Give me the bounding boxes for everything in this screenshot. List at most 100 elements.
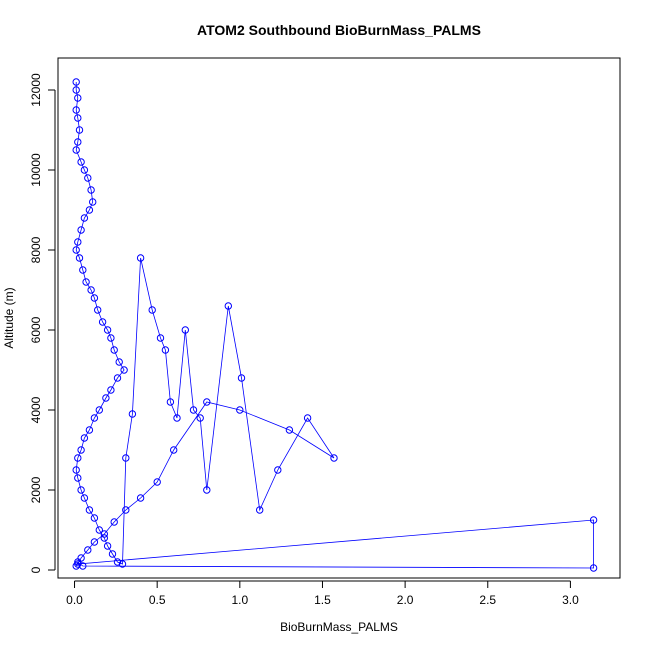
data-point bbox=[170, 446, 178, 454]
data-point bbox=[74, 94, 82, 102]
data-point bbox=[80, 166, 89, 174]
y-tick-label: 12000 bbox=[29, 73, 43, 107]
x-tick-label: 3.0 bbox=[562, 593, 579, 607]
data-point bbox=[74, 454, 82, 462]
x-tick-label: 0.0 bbox=[66, 593, 83, 607]
data-point bbox=[72, 106, 80, 114]
data-point bbox=[166, 398, 175, 406]
y-tick-label: 6000 bbox=[29, 316, 43, 343]
data-point bbox=[256, 506, 264, 514]
data-points bbox=[72, 78, 598, 572]
x-tick-label: 1.5 bbox=[314, 593, 331, 607]
data-point bbox=[115, 358, 123, 366]
data-point bbox=[113, 558, 122, 566]
data-point bbox=[110, 346, 118, 354]
data-point bbox=[75, 254, 84, 262]
data-point bbox=[98, 318, 107, 326]
x-axis-label: BioBurnMass_PALMS bbox=[280, 620, 398, 634]
data-point bbox=[196, 414, 204, 422]
data-point bbox=[72, 86, 80, 94]
y-tick-label: 4000 bbox=[29, 396, 43, 423]
data-point bbox=[80, 434, 89, 442]
data-point bbox=[122, 454, 130, 462]
data-point bbox=[224, 302, 233, 310]
y-axis: 0 2000 4000 6000 8000 10000 12000 bbox=[29, 73, 56, 573]
data-point bbox=[589, 564, 598, 572]
data-point bbox=[189, 406, 198, 414]
data-point bbox=[74, 138, 82, 146]
data-point bbox=[113, 374, 122, 382]
y-tick-label: 10000 bbox=[29, 153, 43, 187]
data-point bbox=[100, 530, 109, 538]
data-point bbox=[122, 506, 130, 514]
data-point bbox=[89, 198, 97, 206]
x-tick-label: 2.0 bbox=[397, 593, 414, 607]
data-point bbox=[85, 506, 94, 514]
data-point bbox=[72, 466, 80, 474]
data-point bbox=[118, 560, 127, 568]
data-point bbox=[589, 516, 598, 524]
data-point bbox=[181, 326, 190, 334]
data-point bbox=[107, 334, 115, 342]
data-point bbox=[110, 518, 118, 526]
data-point bbox=[74, 238, 82, 246]
data-point bbox=[107, 386, 115, 394]
data-point bbox=[303, 414, 312, 422]
data-point bbox=[74, 474, 82, 482]
data-point bbox=[94, 306, 102, 314]
data-point bbox=[80, 494, 89, 502]
data-point bbox=[77, 446, 85, 454]
x-tick-label: 1.0 bbox=[231, 593, 248, 607]
data-point bbox=[102, 394, 110, 402]
data-point bbox=[203, 486, 211, 494]
data-point bbox=[120, 366, 128, 374]
data-point bbox=[203, 398, 211, 406]
data-point bbox=[74, 560, 82, 568]
data-point bbox=[95, 406, 104, 414]
data-point bbox=[236, 406, 244, 414]
data-point bbox=[136, 494, 145, 502]
y-axis-label: Altitude (m) bbox=[2, 287, 16, 348]
data-point bbox=[90, 514, 99, 522]
series-line bbox=[75, 82, 594, 569]
x-axis: 0.0 0.5 1.0 1.5 2.0 2.5 3.0 bbox=[66, 580, 579, 607]
plot-frame bbox=[57, 57, 621, 579]
data-point bbox=[285, 426, 294, 434]
data-point bbox=[82, 278, 90, 286]
data-point bbox=[87, 186, 95, 194]
data-point bbox=[87, 286, 95, 294]
data-point bbox=[74, 114, 82, 122]
data-point bbox=[100, 534, 109, 542]
data-point bbox=[77, 486, 85, 494]
data-point bbox=[103, 326, 112, 334]
data-point bbox=[237, 374, 246, 382]
data-point bbox=[85, 206, 94, 214]
y-tick-label: 0 bbox=[29, 566, 43, 573]
chart-title: ATOM2 Southbound BioBurnMass_PALMS bbox=[197, 22, 481, 38]
data-point bbox=[75, 126, 84, 134]
data-point bbox=[136, 254, 145, 262]
data-point bbox=[330, 454, 338, 462]
data-point bbox=[153, 478, 161, 486]
data-point bbox=[148, 306, 156, 314]
data-point bbox=[77, 158, 85, 166]
data-point bbox=[108, 550, 117, 558]
data-point bbox=[80, 214, 89, 222]
data-point bbox=[84, 174, 92, 182]
data-point bbox=[74, 558, 82, 566]
data-point bbox=[274, 466, 282, 474]
data-point bbox=[173, 414, 181, 422]
data-point bbox=[103, 542, 112, 550]
y-tick-label: 2000 bbox=[29, 476, 43, 503]
data-point bbox=[161, 346, 170, 354]
data-point bbox=[95, 526, 104, 534]
data-point bbox=[156, 334, 165, 342]
data-point bbox=[128, 410, 137, 418]
data-point bbox=[77, 226, 85, 234]
data-point bbox=[79, 266, 87, 274]
data-point bbox=[72, 246, 80, 254]
data-point bbox=[72, 78, 80, 86]
data-point bbox=[90, 294, 99, 302]
x-tick-label: 2.5 bbox=[479, 593, 496, 607]
